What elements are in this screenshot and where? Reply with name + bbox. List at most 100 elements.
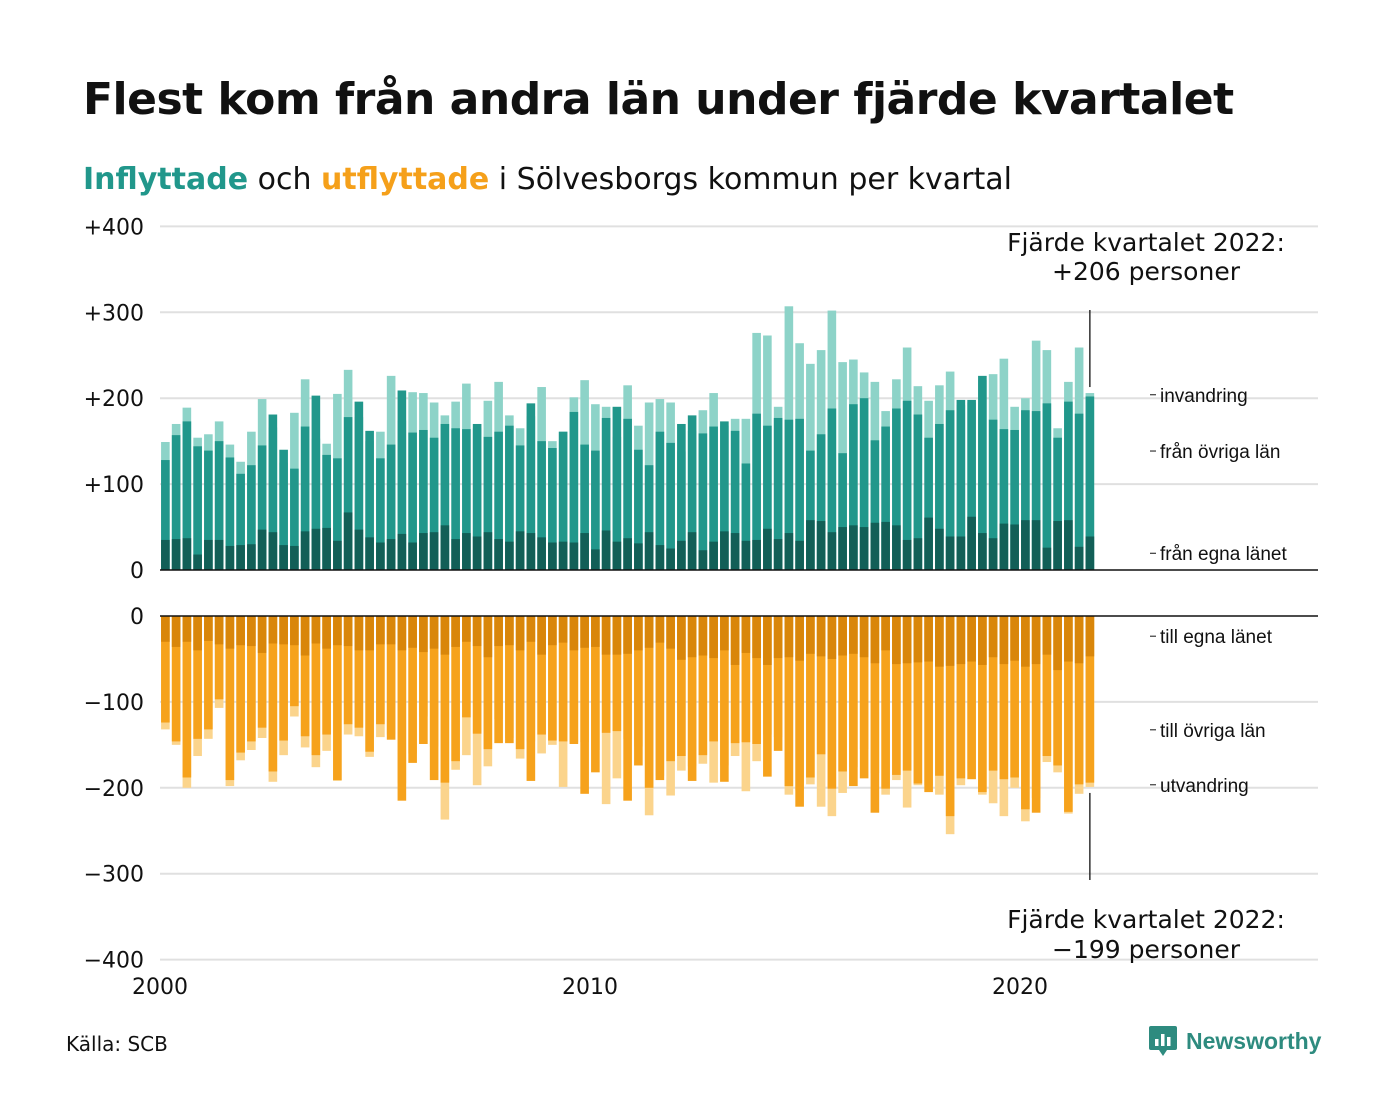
outflow-quarter — [730, 616, 740, 757]
bar-till-egna-lanet — [838, 616, 847, 656]
bar-till-egna-lanet — [924, 616, 933, 662]
outflow-quarter — [322, 616, 331, 751]
inflow-quarter — [397, 390, 407, 570]
bar-fran-ovriga-lan — [1010, 429, 1019, 570]
outflow-quarter — [677, 616, 686, 771]
bar-till-ovriga-lan — [1010, 616, 1019, 778]
bar-till-ovriga-lan — [376, 616, 385, 725]
bar-fran-egna-lanet — [892, 525, 901, 570]
outflow-quarter — [1074, 616, 1084, 794]
bar-till-egna-lanet — [386, 616, 396, 645]
inflow-quarter — [408, 392, 417, 570]
bar-fran-egna-lanet — [612, 541, 622, 570]
inflow-quarter — [1064, 381, 1073, 570]
bar-till-ovriga-lan — [580, 616, 589, 794]
bar-till-ovriga-lan — [655, 616, 665, 781]
outflow-quarter — [1021, 616, 1030, 822]
bar-fran-ovriga-lan — [247, 465, 256, 570]
bar-fran-egna-lanet — [945, 536, 955, 570]
inflow-quarter — [612, 406, 622, 570]
bar-till-egna-lanet — [343, 616, 353, 647]
chart-title: Flest kom från andra län under fjärde kv… — [83, 74, 1234, 125]
bar-till-ovriga-lan — [1021, 616, 1030, 810]
bar-till-egna-lanet — [548, 616, 557, 646]
bar-fran-egna-lanet — [397, 533, 407, 570]
bar-till-ovriga-lan — [698, 616, 708, 756]
bar-till-egna-lanet — [225, 616, 235, 649]
bar-fran-ovriga-lan — [816, 434, 826, 570]
bar-fran-ovriga-lan — [354, 401, 364, 570]
bar-fran-egna-lanet — [784, 533, 794, 570]
bar-fran-ovriga-lan — [924, 437, 933, 570]
outflow-quarter — [838, 616, 847, 793]
bar-fran-ovriga-lan — [1074, 413, 1084, 570]
bar-till-egna-lanet — [1053, 616, 1062, 671]
bar-fran-egna-lanet — [333, 540, 342, 570]
bar-fran-ovriga-lan — [849, 404, 858, 570]
bar-fran-ovriga-lan — [333, 458, 342, 570]
inflow-quarter — [419, 393, 428, 570]
inflow-quarter — [279, 449, 288, 570]
outflow-quarter — [687, 616, 697, 781]
bar-till-ovriga-lan — [440, 616, 450, 783]
bar-fran-egna-lanet — [956, 536, 966, 570]
bar-fran-ovriga-lan — [451, 428, 460, 570]
series-label-out: till övriga län — [1160, 721, 1266, 742]
y-tick-bottom: 0 — [130, 605, 144, 630]
bar-fran-egna-lanet — [634, 543, 643, 570]
bar-till-egna-lanet — [204, 616, 213, 641]
outflow-quarter — [752, 616, 761, 762]
bar-till-egna-lanet — [483, 616, 493, 658]
bar-fran-ovriga-lan — [440, 423, 450, 570]
outflow-quarter — [892, 616, 901, 781]
outflow-quarter — [386, 616, 396, 740]
outflow-quarter — [988, 616, 998, 804]
bar-till-ovriga-lan — [462, 616, 471, 718]
outflow-quarter — [902, 616, 912, 808]
bar-fran-ovriga-lan — [956, 399, 966, 570]
bar-till-ovriga-lan — [978, 616, 987, 793]
bar-till-ovriga-lan — [204, 616, 213, 730]
bar-fran-ovriga-lan — [225, 457, 235, 570]
outflow-quarter — [161, 616, 170, 730]
inflow-quarter — [376, 431, 385, 570]
outflow-quarter — [182, 616, 192, 788]
bar-till-ovriga-lan — [472, 616, 482, 734]
bar-fran-egna-lanet — [343, 512, 353, 570]
inflow-bars — [161, 306, 1095, 570]
bar-fran-egna-lanet — [1021, 520, 1030, 570]
bar-fran-egna-lanet — [773, 539, 783, 570]
bar-till-egna-lanet — [290, 616, 299, 646]
bar-fran-egna-lanet — [526, 533, 536, 570]
bar-till-ovriga-lan — [956, 616, 966, 779]
inflow-quarter — [300, 379, 310, 570]
bar-fran-egna-lanet — [978, 533, 987, 570]
bar-till-egna-lanet — [763, 616, 772, 665]
bar-fran-ovriga-lan — [892, 408, 901, 570]
bar-till-ovriga-lan — [257, 616, 267, 728]
subtitle-connector: och — [248, 162, 321, 197]
bar-till-egna-lanet — [730, 616, 740, 665]
bar-till-egna-lanet — [279, 616, 288, 645]
bar-till-egna-lanet — [505, 616, 514, 646]
bar-till-egna-lanet — [472, 616, 482, 647]
inflow-quarter — [763, 335, 772, 570]
bar-till-egna-lanet — [214, 616, 224, 645]
bar-fran-egna-lanet — [440, 525, 450, 570]
outflow-quarter — [945, 616, 955, 835]
bar-till-ovriga-lan — [870, 616, 880, 813]
bar-till-ovriga-lan — [429, 616, 439, 781]
inflow-quarter — [698, 410, 708, 570]
bar-fran-egna-lanet — [429, 532, 439, 570]
axes — [160, 569, 1318, 617]
y-tick-top: 0 — [130, 559, 144, 584]
inflow-quarter — [171, 423, 181, 570]
bar-fran-egna-lanet — [300, 531, 310, 570]
series-label-in: från övriga län — [1160, 442, 1280, 463]
bar-fran-ovriga-lan — [752, 413, 761, 570]
bar-fran-egna-lanet — [1010, 524, 1019, 570]
bar-till-egna-lanet — [999, 616, 1009, 665]
bar-till-ovriga-lan — [634, 616, 643, 766]
bar-till-egna-lanet — [365, 616, 374, 651]
outflow-quarter — [311, 616, 321, 768]
